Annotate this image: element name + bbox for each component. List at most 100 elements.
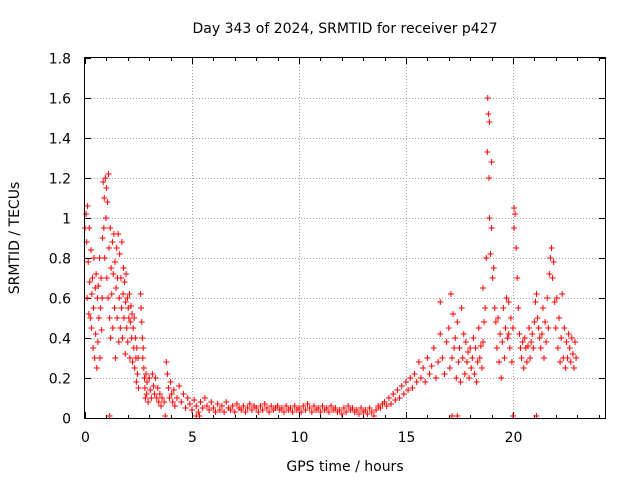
data-point [437,299,444,305]
data-point [569,351,576,357]
data-point [488,159,495,165]
data-point [486,175,493,181]
data-point [104,199,111,205]
data-point [117,275,124,281]
data-point [511,225,518,231]
data-point [88,325,95,331]
data-point [109,325,116,331]
data-point [216,407,223,413]
data-point [151,391,158,397]
data-point [411,371,418,377]
data-point [415,359,422,365]
data-point [383,403,390,409]
data-point [107,335,114,341]
data-point [171,403,178,409]
data-point [135,385,142,391]
data-point [155,399,162,405]
data-point [110,271,117,277]
data-point [126,355,133,361]
data-point [417,375,424,381]
y-tick-label: 1.6 [49,92,71,108]
data-point [233,401,240,407]
data-point [127,319,134,325]
data-point [111,259,118,265]
data-point [488,225,495,231]
data-point [118,305,125,311]
data-point [535,325,542,331]
data-point [470,335,477,341]
data-point [340,405,347,411]
data-point [165,385,172,391]
data-point [193,403,200,409]
data-point [466,375,473,381]
data-point [214,401,221,407]
data-point [533,291,540,297]
data-point [515,305,522,311]
data-point [447,291,454,297]
data-point [345,403,352,409]
data-point [482,305,489,311]
data-point [87,315,94,321]
data-point [505,331,512,337]
data-point [388,401,395,407]
data-point [83,211,90,217]
data-point [238,407,245,413]
data-point [498,375,505,381]
data-point [437,331,444,337]
data-point [167,379,174,385]
data-point [469,355,476,361]
data-point [86,225,93,231]
data-point [462,339,469,345]
x-tick-label: 15 [398,430,416,446]
data-point [123,325,130,331]
data-point [558,335,565,341]
data-point [105,295,112,301]
data-point [506,345,513,351]
data-points [82,95,580,419]
data-point [281,409,288,415]
data-point [451,345,458,351]
y-tick-label: 0.6 [49,292,71,308]
data-point [116,251,123,257]
data-point [100,225,107,231]
data-point [88,291,95,297]
data-point [94,339,101,345]
data-point [422,379,429,385]
data-point [362,407,369,413]
y-tick-label: 0.8 [49,252,71,268]
data-point [140,365,147,371]
data-point [512,211,519,217]
y-tick-label: 1.2 [49,172,71,188]
data-point [501,355,508,361]
data-point [105,171,112,177]
x-tick-label: 20 [505,430,523,446]
data-point [400,391,407,397]
data-point [553,295,560,301]
data-point [377,405,384,411]
data-point [142,395,149,401]
data-point [563,339,570,345]
data-point [84,203,91,209]
data-point [108,291,115,297]
data-point [487,251,494,257]
data-point [544,295,551,301]
data-point [195,409,202,415]
data-point [455,359,462,365]
data-point [493,345,500,351]
data-point [139,335,146,341]
data-point [481,319,488,325]
data-point [131,365,138,371]
y-axis-label: SRMTID / TECUs [7,182,23,295]
data-point [227,407,234,413]
data-point [532,299,539,305]
data-point [131,315,138,321]
data-point [132,335,139,341]
data-point [289,409,296,415]
data-point [168,391,175,397]
data-point [123,271,130,277]
data-point [161,399,168,405]
data-point [505,299,512,305]
data-point [364,411,371,417]
data-point [338,411,345,417]
data-point [520,365,527,371]
